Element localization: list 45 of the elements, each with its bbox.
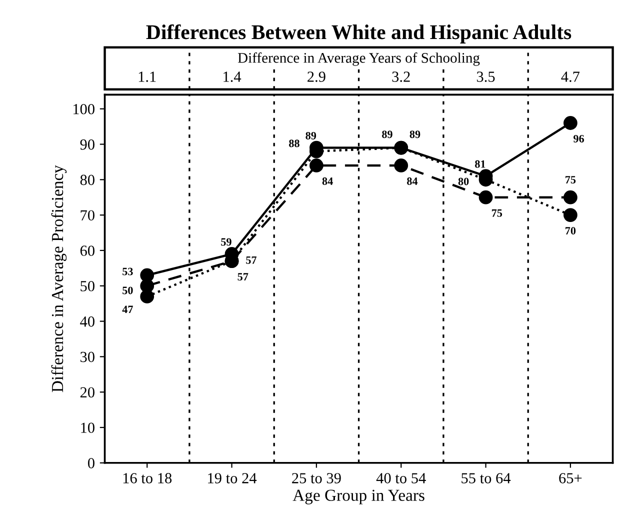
data-label: 84	[322, 177, 333, 185]
data-label: 89	[410, 130, 420, 138]
data-label: 57	[238, 273, 248, 281]
y-tick-label: 30	[80, 352, 94, 362]
text: 4.7	[561, 72, 580, 82]
x-tick-label: 55 to 64	[462, 473, 511, 484]
y-tick-label: 10	[81, 422, 94, 433]
data-label: 59	[221, 238, 232, 246]
data-label: 88	[289, 140, 300, 148]
data-label: 57	[246, 256, 257, 264]
y-tick-label: 20	[80, 387, 94, 398]
y-tick-label: 80	[80, 174, 94, 186]
y-axis-title: Difference in Average Proficiency	[51, 165, 67, 392]
data-label: 84	[407, 177, 418, 185]
data-label: 47	[122, 306, 133, 314]
y-tick-label: 0	[88, 458, 94, 468]
data-label: 50	[122, 286, 133, 294]
x-tick-label: 16 to 18	[123, 473, 172, 484]
data-label: 89	[382, 130, 392, 138]
y-tick-label: 70	[80, 210, 94, 221]
y-tick-label: 100	[73, 104, 94, 114]
x-tick-label: 25 to 39	[292, 473, 341, 484]
x-axis-title: Age Group in Years	[292, 490, 424, 504]
data-label: 75	[492, 209, 502, 217]
text: 2.9	[308, 72, 326, 82]
text: 1.4	[224, 72, 242, 82]
data-label: 81	[475, 160, 486, 168]
data-label: 96	[574, 134, 584, 142]
y-tick-label: 40	[80, 316, 94, 327]
chart-title: Differences Between White and Hispanic Adults	[146, 24, 572, 44]
data-label: 80	[458, 178, 469, 186]
x-tick-label: 40 to 54	[376, 473, 426, 484]
y-tick-label: 60	[80, 246, 94, 256]
x-tick-label: 19 to 24	[208, 473, 257, 484]
y-tick-label: 90	[80, 139, 94, 150]
text: 3.5	[476, 72, 495, 82]
data-label: 53	[122, 268, 133, 276]
data-label: 70	[566, 227, 576, 234]
text: 3.2	[392, 72, 410, 82]
x-tick-label: 65+	[559, 473, 582, 484]
y-tick-label: 50	[80, 281, 94, 292]
data-label: 89	[306, 132, 316, 140]
text: Difference in Average Years of Schooling	[238, 52, 480, 66]
text: 1.1	[138, 72, 156, 82]
data-label: 75	[566, 176, 576, 184]
